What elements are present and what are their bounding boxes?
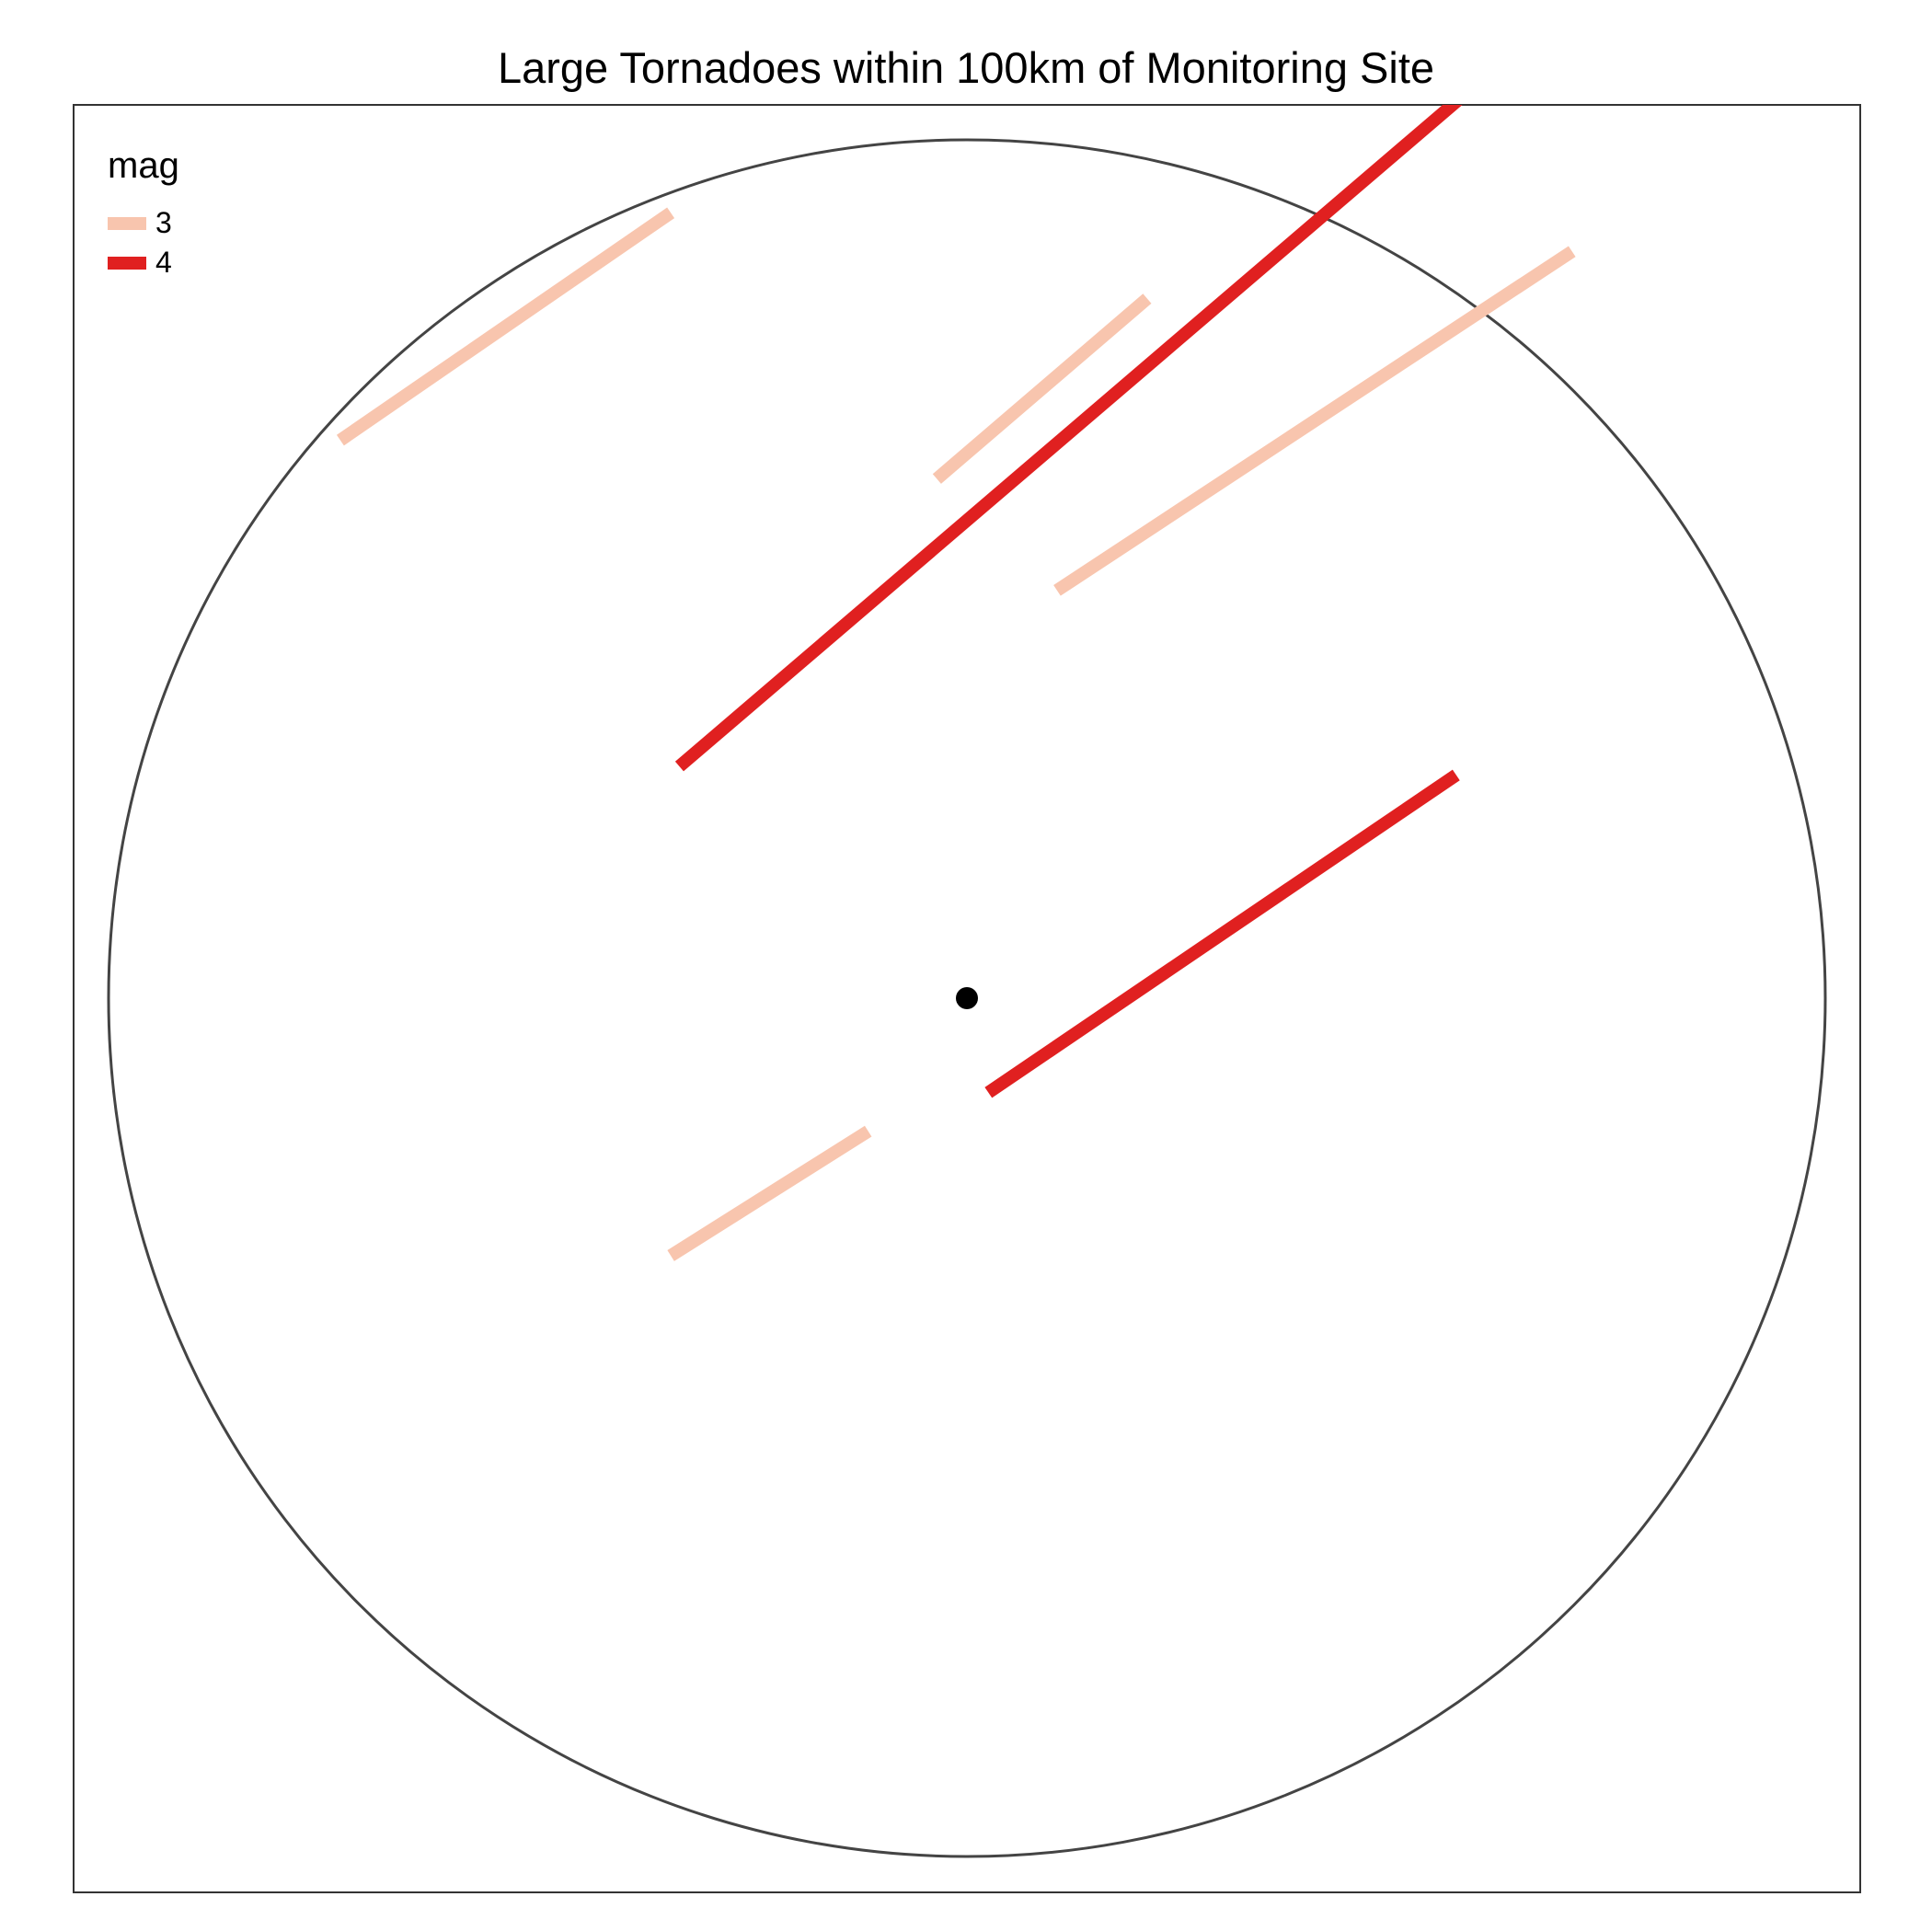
tornado-track-mag-3-3 [1053,246,1576,596]
tornado-track-mag-3-4 [667,1125,872,1261]
tornado-track-mag-4-5 [674,105,1463,772]
legend-label-mag-3: 3 [155,206,172,239]
map-title: Large Tornadoes within 100km of Monitori… [497,43,1435,92]
legend-title: mag [108,145,179,186]
tornado-track-mag-3-2 [932,293,1152,484]
buffer-circle [107,138,1827,1858]
legend-key-mag-3 [108,216,146,230]
monitoring-site-point [956,987,978,1009]
tornado-tracks [336,105,1576,1261]
map-panel-frame [73,104,1861,1893]
legend-item-mag-4: 4 [108,243,179,282]
legend-key-mag-4 [108,256,146,270]
tornado-track-mag-4-6 [984,769,1460,1098]
legend: mag 3 4 [108,145,179,282]
tornado-track-mag-3-1 [336,207,675,446]
legend-label-mag-4: 4 [155,246,172,279]
legend-item-mag-3: 3 [108,203,179,243]
